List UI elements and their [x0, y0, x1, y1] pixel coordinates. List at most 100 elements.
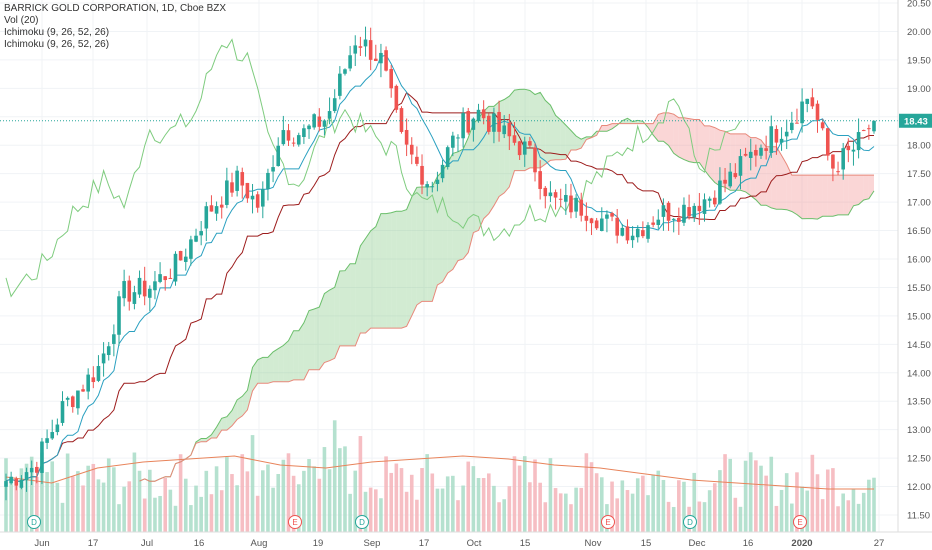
- cloud-segment: [468, 123, 474, 253]
- candle-body: [790, 122, 794, 131]
- volume-bar: [625, 490, 630, 532]
- cloud-segment: [555, 115, 561, 160]
- volume-bar: [60, 502, 65, 532]
- volume-bar: [666, 501, 671, 532]
- candle-body: [271, 167, 275, 172]
- volume-bar: [312, 466, 316, 532]
- volume-bar: [533, 459, 537, 532]
- cloud-segment: [776, 146, 782, 210]
- legend-volume: Vol (20): [4, 15, 39, 26]
- x-tick-label: Nov: [585, 538, 602, 549]
- legend-ichimoku-2: Ichimoku (9, 26, 52, 26): [4, 39, 110, 50]
- volume-bar: [445, 476, 450, 532]
- event-marker-dividend: [27, 515, 41, 529]
- cloud-segment: [463, 137, 469, 260]
- volume-bar: [435, 488, 440, 532]
- volume-bar: [461, 485, 465, 532]
- candle-body: [456, 137, 460, 139]
- time-axis[interactable]: Jun 17 Jul 16 Aug 19 Sep 17 Oct 15 Nov 15 Dec 16 2020 2…: [34, 538, 884, 549]
- cloud-segment: [427, 186, 433, 302]
- candle-body: [507, 123, 512, 137]
- volume-bar: [615, 498, 619, 532]
- candle-body: [748, 151, 753, 158]
- candle-body: [574, 197, 578, 212]
- candle-body: [558, 198, 563, 200]
- candle-body: [620, 227, 625, 236]
- cloud-segment: [386, 212, 392, 329]
- candle-body: [528, 141, 532, 146]
- volume-bar: [728, 458, 732, 532]
- candle-body: [671, 218, 676, 220]
- y-tick-label: 14.00: [907, 368, 931, 379]
- candle-body: [440, 164, 445, 179]
- cloud-segment: [339, 270, 345, 346]
- volume-bar: [769, 456, 774, 532]
- candle-body: [389, 69, 394, 89]
- volume-bar: [199, 496, 203, 532]
- cloud-segment: [714, 127, 720, 186]
- y-tick-label: 20.50: [907, 0, 931, 10]
- volume-bar: [158, 495, 162, 532]
- candle-body: [91, 377, 96, 383]
- candle-body: [723, 179, 727, 184]
- volume-bar: [846, 500, 851, 532]
- volume-bar: [661, 479, 666, 532]
- last-price-value: 18.43: [904, 116, 928, 127]
- cloud-segment: [309, 309, 315, 370]
- volume-bar: [24, 463, 29, 532]
- candle-body: [656, 219, 661, 225]
- event-label: E: [605, 518, 610, 527]
- candle-body: [718, 180, 722, 204]
- volume-bar: [512, 456, 517, 532]
- candle-body: [851, 149, 856, 152]
- cloud-segment: [740, 133, 746, 192]
- cloud-segment: [447, 153, 453, 274]
- candle-body: [733, 173, 738, 178]
- legend: BARRICK GOLD CORPORATION, 1D, Cboe BZX V…: [4, 3, 226, 51]
- cloud-segment: [848, 175, 854, 215]
- candle-body: [784, 131, 789, 137]
- candle-body: [81, 389, 85, 392]
- cloud-segment: [303, 310, 310, 380]
- candle-body: [579, 199, 584, 216]
- candle-body: [204, 206, 209, 229]
- senkou-span-b: [139, 112, 874, 482]
- cloud-segment: [391, 211, 397, 329]
- cloud-segment: [550, 105, 556, 161]
- candle-body: [666, 202, 671, 221]
- cloud-segment: [288, 330, 294, 382]
- volume-bar: [831, 468, 835, 532]
- candle-body: [230, 182, 234, 193]
- cloud-segment: [432, 176, 438, 302]
- candle-body: [856, 132, 861, 151]
- candle-body: [810, 97, 815, 107]
- candle-body: [343, 69, 347, 74]
- cloud-segment: [293, 330, 299, 380]
- cloud-segment: [478, 111, 484, 231]
- candle-body: [209, 205, 214, 212]
- candle-body: [384, 50, 388, 71]
- candle-body: [564, 195, 568, 202]
- cloud-segment: [673, 114, 679, 157]
- price-axis[interactable]: 20.5020.0019.5019.0018.5018.0017.5017.00…: [0, 0, 932, 533]
- y-tick-label: 11.50: [907, 511, 930, 522]
- volume-bar: [795, 472, 799, 532]
- candle-body: [594, 220, 599, 229]
- volume-bar: [440, 488, 445, 532]
- candle-body: [589, 218, 594, 224]
- last-price-label: 18.43: [899, 113, 932, 128]
- candle-body: [415, 156, 419, 164]
- volume-bar: [800, 486, 804, 532]
- chikou-line: [5, 38, 741, 298]
- candle-body: [225, 180, 229, 205]
- volume-bar: [9, 484, 13, 532]
- candle-body: [728, 171, 732, 187]
- volume-bar: [55, 482, 60, 532]
- candle-body: [569, 195, 573, 213]
- volume-bar: [707, 490, 712, 532]
- volume-bar: [569, 504, 573, 532]
- cloud-segment: [247, 367, 253, 410]
- volume-bar: [558, 493, 563, 532]
- volume-bar: [194, 485, 198, 532]
